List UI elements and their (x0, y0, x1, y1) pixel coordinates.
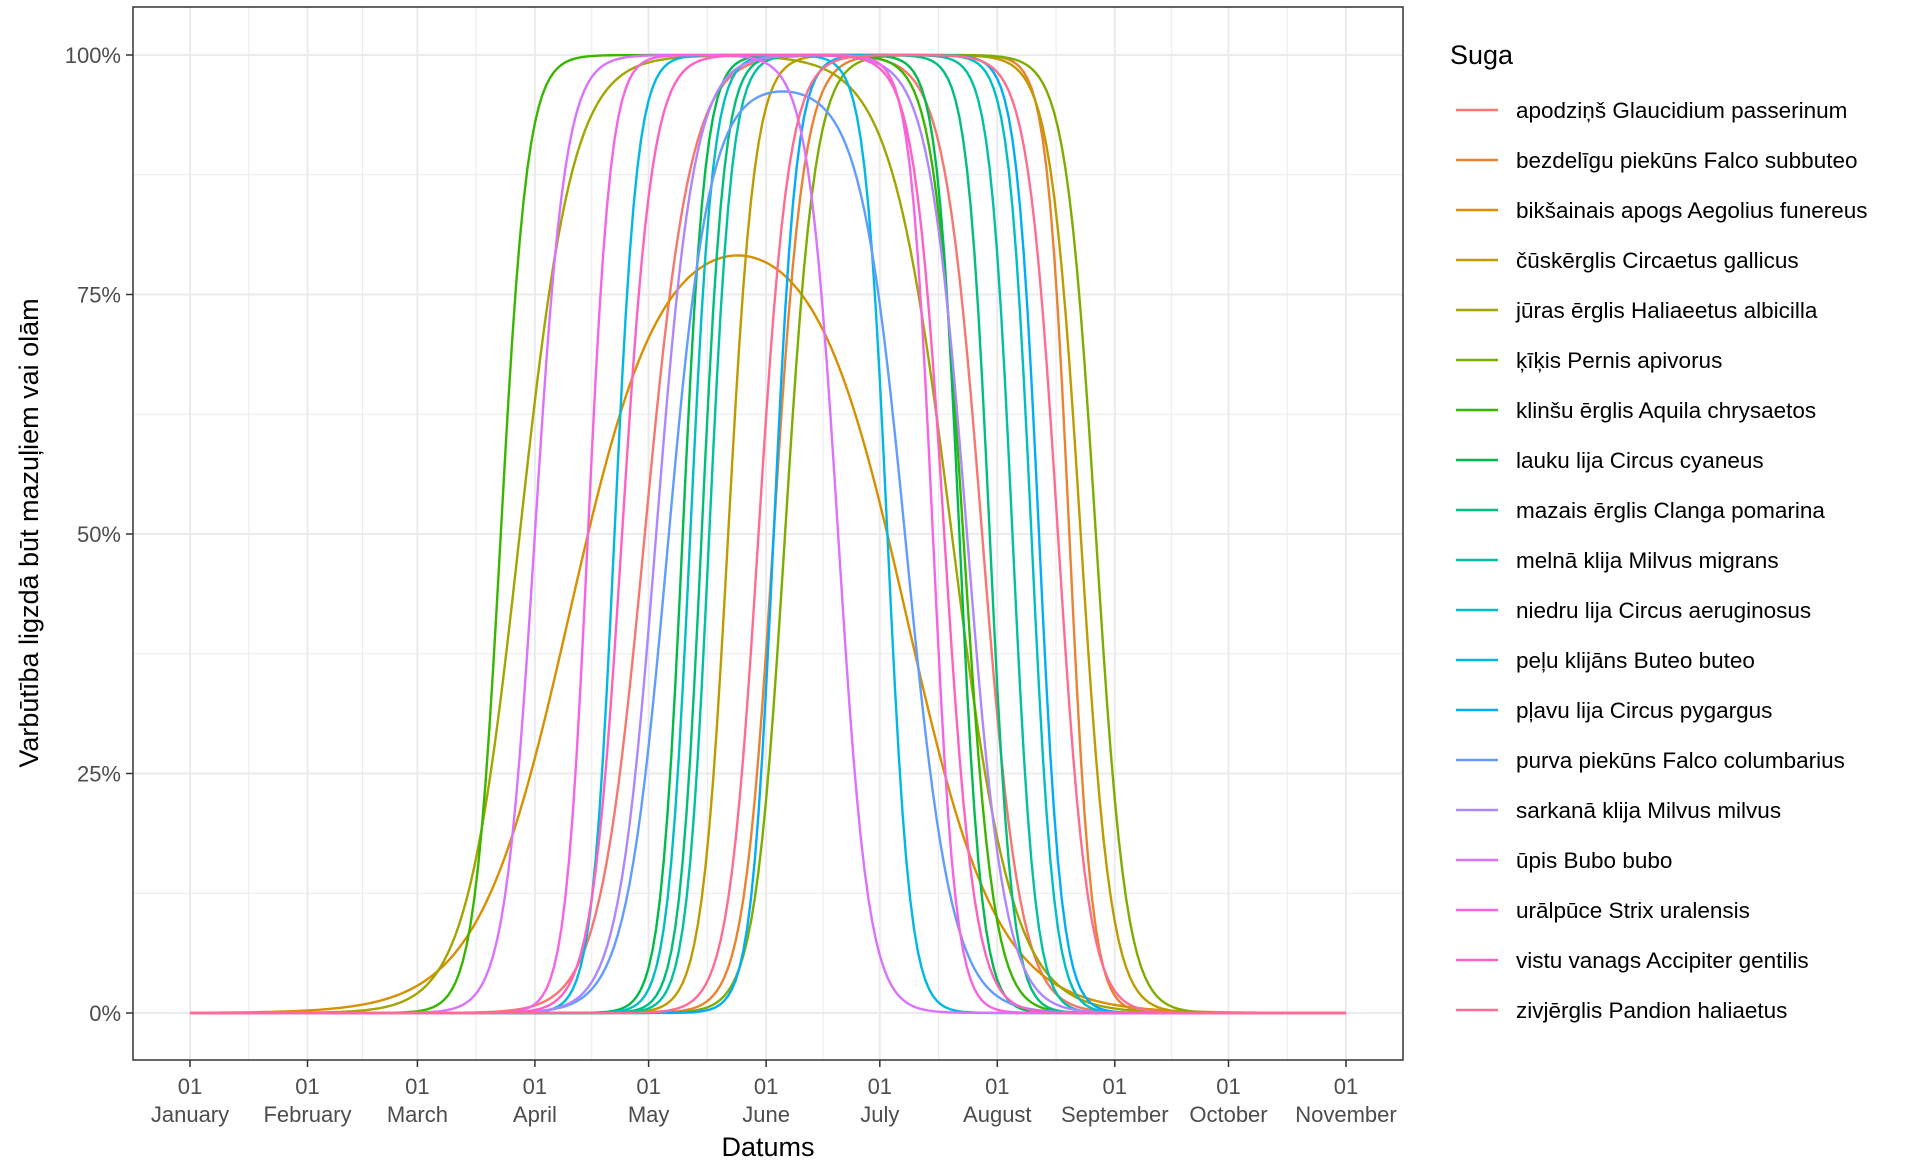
x-tick-label-day: 01 (1103, 1074, 1127, 1099)
series-lines (189, 53, 1346, 1015)
x-tick-label-month: May (628, 1102, 670, 1127)
x-tick-label-month: August (963, 1102, 1032, 1127)
x-tick-label-day: 01 (523, 1074, 547, 1099)
legend-title: Suga (1450, 40, 1514, 70)
x-tick-label-day: 01 (1216, 1074, 1240, 1099)
y-tick-label: 25% (77, 762, 121, 787)
legend-label: čūskērglis Circaetus gallicus (1516, 248, 1799, 273)
legend-label: urālpūce Strix uralensis (1516, 898, 1750, 923)
y-axis-title: Varbūtība ligzdā būt mazuļiem vai olām (14, 298, 44, 767)
legend: Suga apodziņš Glaucidium passerinum bezde… (1450, 40, 1868, 1023)
legend-label: vistu vanags Accipiter gentilis (1516, 948, 1809, 973)
legend-label: ūpis Bubo bubo (1516, 848, 1672, 873)
x-tick-label-day: 01 (178, 1074, 202, 1099)
x-tick-label-day: 01 (868, 1074, 892, 1099)
x-axis: 01 January 01 February 01 March 01 April 01 May 01… (151, 1060, 1397, 1127)
plot-panel (132, 6, 1404, 1061)
y-tick-label: 75% (77, 283, 121, 308)
x-tick-label-day: 01 (1334, 1074, 1358, 1099)
legend-label: bezdelīgu piekūns Falco subbuteo (1516, 148, 1858, 173)
legend-label: purva piekūns Falco columbarius (1516, 748, 1845, 773)
legend-label: mazais ērglis Clanga pomarina (1516, 498, 1825, 523)
legend-label: apodziņš Glaucidium passerinum (1516, 98, 1847, 123)
legend-label: zivjērglis Pandion haliaetus (1516, 998, 1787, 1023)
y-tick-label: 100% (65, 43, 121, 68)
legend-label: sarkanā klija Milvus milvus (1516, 798, 1781, 823)
series-line (190, 53, 1346, 1015)
x-tick-label-month: June (742, 1102, 790, 1127)
x-tick-label-month: September (1061, 1102, 1169, 1127)
y-axis: 0% 25% 50% 75% 100% (65, 43, 133, 1026)
legend-label: ķīķis Pernis apivorus (1516, 348, 1722, 373)
x-tick-label-month: October (1189, 1102, 1267, 1127)
legend-label: pļavu lija Circus pygargus (1516, 698, 1772, 723)
x-tick-label-month: July (860, 1102, 899, 1127)
x-tick-label-month: January (151, 1102, 229, 1127)
x-tick-label-month: November (1295, 1102, 1396, 1127)
legend-label: niedru lija Circus aeruginosus (1516, 598, 1811, 623)
legend-label: klinšu ērglis Aquila chrysaetos (1516, 398, 1816, 423)
legend-label: peļu klijāns Buteo buteo (1516, 648, 1755, 673)
x-tick-label-month: February (263, 1102, 351, 1127)
legend-items: apodziņš Glaucidium passerinum bezdelīgu … (1456, 98, 1868, 1023)
y-tick-label: 50% (77, 522, 121, 547)
legend-label: melnā klija Milvus migrans (1516, 548, 1779, 573)
x-tick-label-day: 01 (636, 1074, 660, 1099)
x-tick-label-day: 01 (295, 1074, 319, 1099)
x-tick-label-day: 01 (985, 1074, 1009, 1099)
x-tick-label-day: 01 (754, 1074, 778, 1099)
legend-label: lauku lija Circus cyaneus (1516, 448, 1764, 473)
y-tick-label: 0% (89, 1001, 121, 1026)
series-line (189, 254, 1346, 1015)
x-axis-title: Datums (721, 1132, 814, 1160)
legend-label: bikšainais apogs Aegolius funereus (1516, 198, 1868, 223)
x-tick-label-month: March (387, 1102, 448, 1127)
legend-label: jūras ērglis Haliaeetus albicilla (1515, 298, 1818, 323)
x-tick-label-day: 01 (405, 1074, 429, 1099)
x-tick-label-month: April (513, 1102, 557, 1127)
